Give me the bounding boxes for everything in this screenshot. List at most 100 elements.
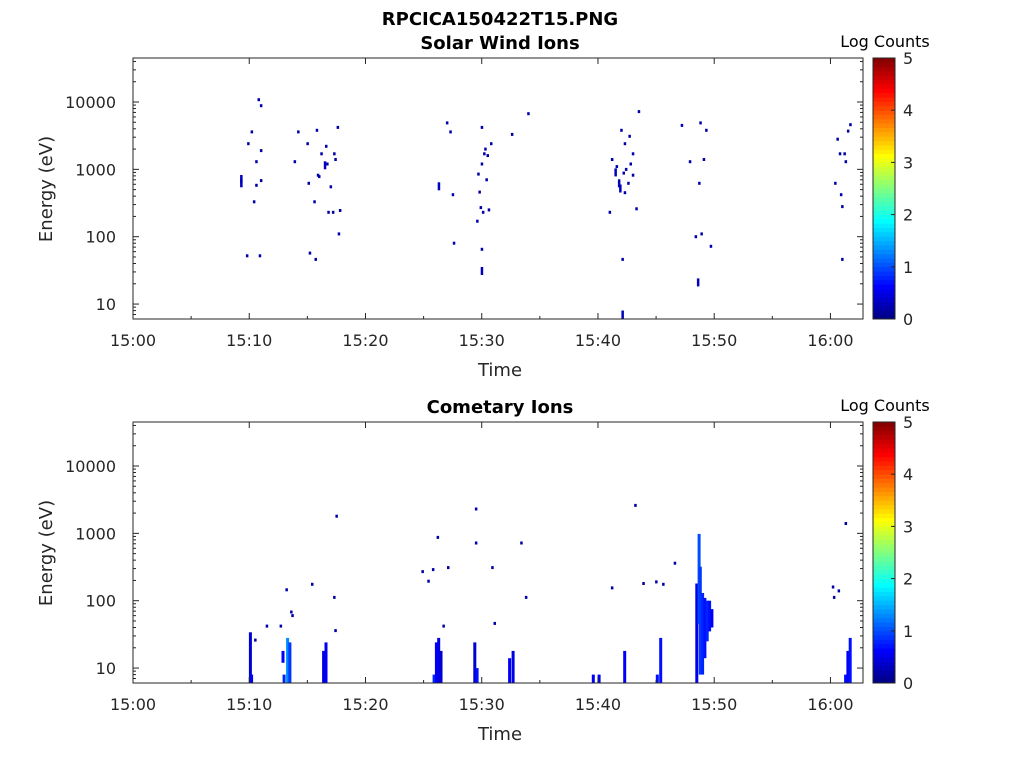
colorbar-band <box>873 609 895 614</box>
count-cell <box>849 123 852 127</box>
count-cell <box>259 149 263 153</box>
count-cell <box>331 210 335 214</box>
count-cell <box>702 158 706 161</box>
plot-area <box>132 57 864 320</box>
count-cell <box>631 173 635 177</box>
count-cell <box>333 595 336 599</box>
count-cell <box>841 257 844 261</box>
colorbar-band <box>873 652 895 658</box>
count-column <box>597 674 601 683</box>
count-cell <box>662 582 665 586</box>
count-cell <box>624 167 628 171</box>
count-column <box>695 583 699 683</box>
count-cell <box>279 624 283 628</box>
colorbar-band <box>873 245 895 250</box>
count-cell <box>478 190 481 194</box>
count-cell <box>628 134 631 138</box>
x-tick-label: 15:00 <box>110 695 156 714</box>
count-cell <box>479 206 483 210</box>
count-cell <box>629 162 632 166</box>
count-cell <box>673 561 677 565</box>
colorbar-tick-label: 4 <box>903 101 913 120</box>
colorbar-band <box>873 556 895 562</box>
count-cell <box>449 130 452 134</box>
count-cell <box>610 586 614 590</box>
y-tick-label: 10 <box>96 659 116 678</box>
count-cell <box>480 125 484 129</box>
colorbar-band <box>873 275 895 281</box>
count-cell <box>447 566 450 570</box>
count-column <box>655 674 659 683</box>
colorbar-band <box>873 158 895 163</box>
count-cell <box>318 175 321 179</box>
y-tick-label: 1000 <box>75 524 116 543</box>
count-column <box>703 597 707 659</box>
count-cell <box>614 168 617 177</box>
count-cell <box>252 200 256 204</box>
count-cell <box>837 589 841 593</box>
y-axis-ticks: 10 100 1000 10000 <box>65 60 863 320</box>
colorbar-band <box>873 569 895 575</box>
panel-title: Cometary Ions <box>427 397 574 418</box>
colorbar-band <box>873 452 895 458</box>
colorbar-band <box>873 504 895 510</box>
count-column <box>432 674 436 683</box>
colorbar-band <box>873 561 895 566</box>
count-cell <box>431 568 435 572</box>
count-cell <box>623 191 627 195</box>
count-cell <box>323 161 327 170</box>
count-column <box>659 637 663 683</box>
count-cell <box>427 579 430 583</box>
count-cell <box>307 181 310 185</box>
count-cell <box>335 514 338 518</box>
colorbar-band <box>873 66 895 72</box>
colorbar-band <box>873 101 895 107</box>
count-column <box>698 566 702 675</box>
colorbar-band <box>873 205 895 211</box>
colorbar-band <box>873 517 895 523</box>
count-cell <box>320 152 323 156</box>
count-cell <box>452 241 456 245</box>
colorbar-band <box>873 210 895 215</box>
colorbar-band <box>873 179 895 185</box>
count-cell <box>621 310 624 319</box>
colorbar-tick-label: 5 <box>903 49 913 68</box>
count-cell <box>293 160 297 164</box>
count-cell <box>315 128 319 132</box>
count-cell <box>486 154 489 158</box>
count-cell <box>617 179 621 188</box>
count-cell <box>334 158 337 161</box>
cometary-panel: Cometary Ions Energy (eV) Time Log Count… <box>36 396 930 745</box>
colorbar: 0 1 2 3 4 5 <box>872 49 913 329</box>
colorbar-band <box>873 310 895 316</box>
x-axis-ticks: 15:00 15:10 15:20 15:30 15:40 15:50 16:00 <box>110 58 854 350</box>
colorbar-band <box>873 604 895 610</box>
colorbar-band <box>873 552 895 558</box>
count-cell <box>709 244 713 248</box>
colorbar-band <box>873 149 895 155</box>
colorbar-frame <box>872 57 896 320</box>
colorbar-band <box>873 535 895 540</box>
data-marks <box>240 98 852 319</box>
x-tick-label: 15:20 <box>342 695 388 714</box>
count-cell <box>334 629 337 633</box>
count-column <box>508 658 512 683</box>
count-cell <box>635 207 638 211</box>
colorbar-band <box>873 435 895 440</box>
colorbar-band <box>873 543 895 549</box>
count-cell <box>325 144 328 148</box>
colorbar-band <box>873 84 895 89</box>
y-tick-label: 10 <box>96 295 116 314</box>
count-cell <box>480 247 484 251</box>
count-cell <box>337 232 341 236</box>
count-cell <box>481 210 485 214</box>
colorbar-band <box>873 297 895 302</box>
figure-title: RPCICA150422T15.PNG <box>382 9 618 30</box>
count-cell <box>329 185 333 189</box>
colorbar-band <box>873 565 895 571</box>
count-cell <box>421 570 424 574</box>
count-cell <box>841 205 844 209</box>
count-column <box>248 632 252 683</box>
count-column <box>848 637 852 683</box>
count-cell <box>483 152 486 156</box>
